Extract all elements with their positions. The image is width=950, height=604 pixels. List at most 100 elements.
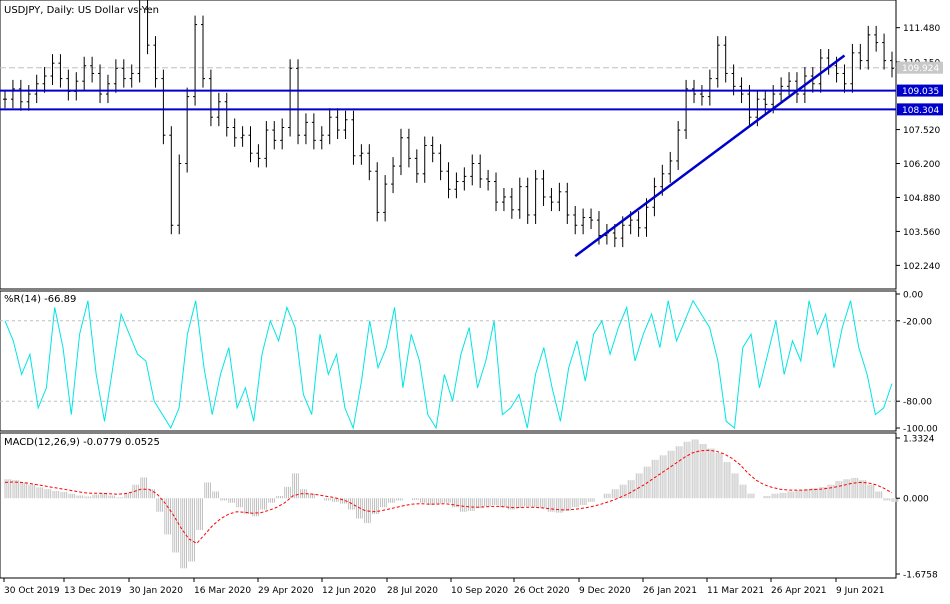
macd-y-tick-label: 0.000 [903, 495, 929, 505]
price-bar [747, 85, 752, 127]
wpr-line [0, 299, 896, 430]
price-bar [525, 177, 530, 224]
price-bar [375, 162, 380, 222]
price-panel-frame [0, 0, 897, 290]
price-bar [34, 74, 39, 104]
price-bar [398, 128, 403, 176]
price-bar [422, 136, 427, 183]
x-tick-label: 30 Oct 2019 [4, 586, 60, 596]
price-bar [794, 72, 799, 104]
price-panel-title: USDJPY, Daily: US Dollar vs Yen [4, 5, 159, 16]
price-bar [319, 126, 324, 150]
price-bar [232, 118, 237, 147]
wpr-panel-title: %R(14) -66.89 [4, 294, 76, 305]
macd-signal-line [4, 449, 893, 545]
price-bar [549, 187, 554, 212]
price-bar [311, 113, 316, 150]
price-bar [818, 49, 823, 93]
price-bar [248, 126, 253, 163]
price-bar [208, 69, 213, 127]
price-bar [715, 36, 720, 88]
price-bar [367, 144, 372, 181]
wpr-y-tick-label: 0.00 [903, 291, 923, 301]
price-bar [723, 36, 728, 83]
price-bar [82, 56, 87, 91]
price-y-tick-label: 107.520 [903, 126, 940, 136]
x-tick-label: 9 Jun 2021 [836, 586, 884, 596]
level-price-tag: 108.304 [902, 106, 939, 116]
price-bar [517, 177, 522, 219]
price-bar [303, 113, 308, 145]
x-tick-label: 16 Mar 2020 [194, 586, 251, 596]
price-bar [565, 182, 570, 224]
price-bar [501, 187, 506, 212]
macd-y-tick-label: -1.6758 [903, 571, 938, 581]
x-axis-labels: 30 Oct 2019 13 Dec 2019 30 Jan 2020 16 Mar … [3, 578, 884, 596]
price-bar [161, 69, 166, 145]
price-bars [0, 0, 896, 258]
price-bar [470, 154, 475, 186]
price-bar [240, 126, 245, 147]
price-bar [280, 118, 285, 150]
price-bar [509, 187, 514, 219]
price-bar [882, 33, 887, 70]
price-bar [169, 126, 174, 235]
y-axis-labels: 111.480110.150107.520106.200104.880103.5… [896, 24, 943, 581]
price-bar [557, 182, 562, 212]
price-bar [129, 64, 134, 88]
level-price-tag-box [897, 103, 943, 116]
x-tick-label: 26 Apr 2021 [771, 586, 827, 596]
price-bar [533, 169, 538, 224]
macd-panel-title: MACD(12,26,9) -0.0779 0.0525 [4, 437, 160, 448]
x-tick-label: 13 Dec 2019 [64, 586, 122, 596]
price-bar [50, 54, 55, 86]
price-bar [10, 79, 15, 109]
price-bar [676, 121, 681, 170]
macd-histogram [4, 439, 899, 569]
price-bar [589, 208, 594, 230]
price-bar [636, 211, 641, 237]
price-bar [850, 43, 855, 93]
price-bar [58, 54, 63, 88]
price-bar [264, 121, 269, 168]
price-bar [866, 25, 871, 70]
price-bar [185, 87, 190, 173]
price-bar [177, 154, 182, 235]
price-bar [18, 79, 23, 111]
price-y-tick-label: 104.880 [903, 194, 940, 204]
price-bar [414, 149, 419, 183]
price-bar [486, 169, 491, 191]
price-bar [541, 169, 546, 206]
price-bar [359, 144, 364, 165]
price-bar [494, 172, 499, 212]
x-tick-label: 26 Oct 2020 [514, 586, 570, 596]
price-bar [707, 69, 712, 106]
price-bar [858, 43, 863, 70]
price-bar [644, 198, 649, 237]
price-bar [890, 51, 894, 78]
price-bar [121, 59, 126, 88]
wpr-panel-frame [0, 290, 897, 432]
price-bar [288, 59, 293, 137]
x-tick-label: 12 Jun 2020 [322, 586, 376, 596]
price-y-tick-label: 102.240 [903, 262, 940, 272]
price-bar [98, 64, 103, 104]
price-bar [105, 74, 110, 104]
level-price-tag: 109.035 [902, 87, 939, 97]
wpr-y-tick-label: -20.00 [903, 317, 932, 327]
macd-y-tick-label: 1.3324 [903, 435, 935, 445]
x-tick-label: 29 Apr 2020 [258, 586, 314, 596]
x-tick-label: 9 Dec 2020 [579, 586, 631, 596]
price-bar [478, 154, 483, 188]
price-bar [343, 110, 348, 140]
price-bar [581, 208, 586, 235]
price-bar [351, 110, 356, 165]
x-tick-label: 10 Sep 2020 [451, 586, 508, 596]
price-bar [383, 175, 388, 222]
price-bar [200, 15, 205, 88]
price-bar [438, 144, 443, 181]
price-y-tick-label: 103.560 [903, 228, 940, 238]
trendline[interactable] [574, 54, 846, 258]
